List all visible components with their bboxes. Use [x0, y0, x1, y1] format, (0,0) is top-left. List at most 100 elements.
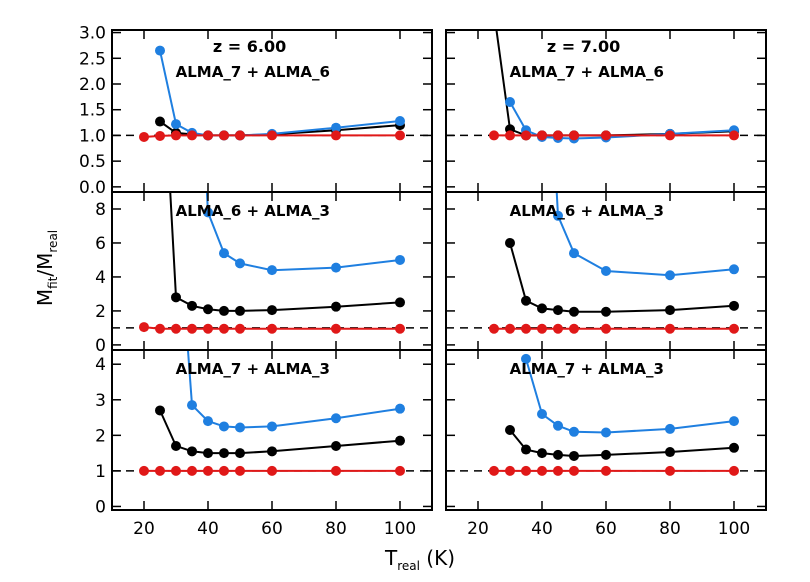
data-point-red [553, 130, 563, 141]
data-point-blue [203, 416, 213, 427]
data-point-blue [331, 262, 341, 273]
data-point-red [505, 130, 515, 141]
data-point-black [219, 448, 229, 459]
data-point-red [489, 130, 499, 141]
data-point-red [267, 323, 277, 334]
data-point-blue [219, 248, 229, 259]
data-point-red [203, 130, 213, 141]
data-point-blue [521, 353, 531, 364]
data-point-blue [665, 270, 675, 281]
data-point-red [219, 130, 229, 141]
data-point-blue [569, 248, 579, 259]
data-point-red [139, 131, 149, 142]
data-point-red [171, 130, 181, 141]
plot-area [489, 7, 739, 144]
data-point-red [331, 130, 341, 141]
data-point-blue [235, 422, 245, 433]
data-point-blue [537, 409, 547, 419]
data-point-red [171, 465, 181, 476]
panel-3: 0 2 4 6 8 ALMA_6 + ALMA_3 [95, 191, 433, 356]
data-point-black [569, 450, 579, 461]
data-point-red [521, 323, 531, 334]
data-point-red [395, 323, 405, 334]
data-point-red [553, 465, 563, 476]
data-point-black [155, 116, 165, 127]
y-axis-label-sep: /M [33, 253, 57, 277]
panel-annotation: ALMA_7 + ALMA_3 [176, 360, 330, 378]
data-point-black [665, 447, 675, 458]
data-point-red [331, 323, 341, 334]
data-point-blue [729, 264, 739, 275]
x-tick-label: 80 [325, 519, 347, 539]
data-point-red [187, 465, 197, 476]
data-point-black [521, 444, 531, 455]
data-point-black [187, 300, 197, 311]
panel-title: z = 6.00 [213, 37, 286, 56]
data-point-black [521, 295, 531, 306]
data-point-red [187, 130, 197, 141]
plot-area [139, 45, 405, 142]
data-point-black [235, 448, 245, 459]
panel-annotation: ALMA_7 + ALMA_6 [510, 63, 664, 81]
x-tick-label: 100 [718, 519, 750, 539]
data-point-blue [569, 426, 579, 437]
data-point-blue [267, 265, 277, 276]
plot-area [139, 192, 405, 334]
data-point-red [395, 130, 405, 141]
data-point-blue [171, 119, 181, 130]
series-line-blue [555, 192, 735, 277]
x-tick-label: 40 [197, 519, 219, 539]
data-point-red [235, 465, 245, 476]
data-point-black [553, 305, 563, 316]
data-point-red [155, 323, 165, 334]
y-tick-label: 1.5 [79, 101, 106, 121]
y-tick-label: 2 [95, 426, 106, 446]
data-point-red [139, 465, 149, 476]
data-point-red [569, 465, 579, 476]
panel-1: 0.0 0.5 1.0 1.5 2.0 2.5 3.0 z = 6.00 ALMA_7 + AL… [79, 24, 433, 198]
data-point-blue [601, 427, 611, 438]
data-point-red [729, 465, 739, 476]
series-line-black [509, 242, 735, 313]
data-point-blue [331, 122, 341, 133]
data-point-red [203, 323, 213, 334]
y-tick-label: 2 [95, 302, 106, 322]
y-tick-label: 8 [95, 200, 106, 220]
data-point-red [521, 465, 531, 476]
y-axis-label-sub2: real [46, 230, 60, 253]
panel-6: 20 40 60 80 100 ALMA_7 + ALMA_3 [445, 349, 767, 539]
x-axis-label: Treal (K) [384, 546, 455, 573]
data-point-red [665, 130, 675, 141]
data-point-blue [331, 413, 341, 424]
y-tick-label: 2.0 [79, 75, 106, 95]
data-point-red [395, 465, 405, 476]
data-point-red [537, 323, 547, 334]
data-point-black [155, 405, 165, 416]
data-point-red [505, 323, 515, 334]
y-axis-label-main: M [33, 289, 57, 306]
data-point-blue [395, 403, 405, 414]
y-tick-label: 0.5 [79, 152, 106, 172]
y-tick-label: 3.0 [79, 24, 106, 44]
data-point-red [537, 465, 547, 476]
data-point-blue [553, 420, 563, 431]
data-point-blue [505, 97, 515, 107]
data-point-red [553, 323, 563, 334]
data-point-red [521, 130, 531, 141]
x-tick-label: 80 [659, 519, 681, 539]
y-tick-label: 6 [95, 234, 106, 254]
data-point-black [331, 301, 341, 312]
data-point-black [395, 297, 405, 308]
data-point-red [569, 130, 579, 141]
x-tick-label: 60 [595, 519, 617, 539]
data-point-black [489, 7, 499, 17]
data-point-red [331, 465, 341, 476]
y-tick-label: 3 [95, 391, 106, 411]
data-point-red [601, 465, 611, 476]
data-point-blue [203, 207, 213, 218]
panel-annotation: ALMA_7 + ALMA_6 [176, 63, 330, 81]
y-tick-label: 1.0 [79, 126, 106, 146]
data-point-blue [219, 421, 229, 432]
